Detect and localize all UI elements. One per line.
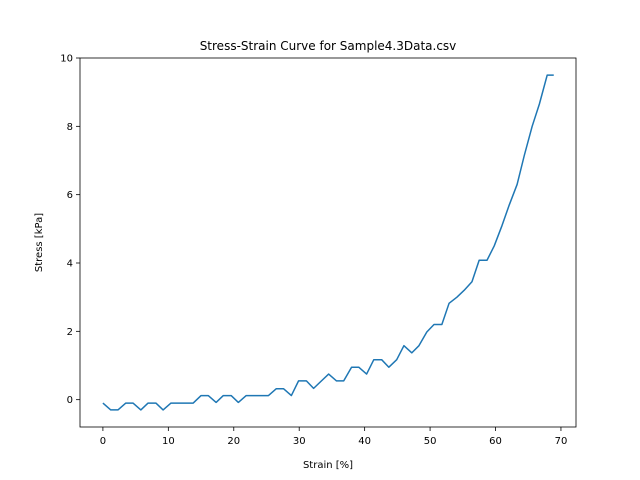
x-tick-label: 0 [100,436,106,447]
x-axis: 0 10 20 30 40 50 60 70 [100,427,568,447]
series-group [102,74,554,411]
y-axis: 0 2 4 6 8 10 [60,54,80,406]
x-axis-label: Strain [%] [303,460,353,471]
plot-frame [79,57,577,428]
x-tick-label: 60 [489,436,502,447]
chart-title: Stress-Strain Curve for Sample4.3Data.cs… [200,39,457,53]
x-tick-label: 50 [424,436,437,447]
y-tick-label: 2 [67,327,73,338]
y-tick-label: 6 [67,190,73,201]
y-tick-label: 4 [67,259,73,270]
x-tick-label: 30 [293,436,306,447]
x-tick-label: 20 [227,436,240,447]
y-tick-label: 8 [67,122,73,133]
y-tick-label: 0 [67,395,73,406]
x-tick-label: 40 [358,436,371,447]
x-tick-label: 10 [162,436,175,447]
y-axis-label: Stress [kPa] [34,213,45,272]
series-line [102,74,554,411]
y-tick-label: 10 [60,54,73,65]
x-tick-label: 70 [555,436,568,447]
